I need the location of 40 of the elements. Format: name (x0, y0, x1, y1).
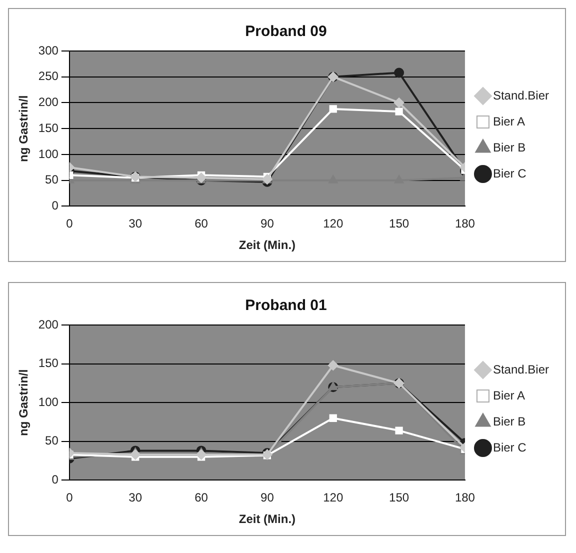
legend-label: Bier A (492, 114, 525, 128)
y-tick-label: 250 (38, 69, 59, 84)
y-tick-label: 300 (38, 43, 59, 58)
legend-label: Bier C (492, 440, 527, 454)
y-tick-label: 50 (45, 172, 59, 187)
x-tick-label: 0 (66, 216, 74, 231)
legend-label: Bier A (492, 388, 525, 402)
legend-label: Stand.Bier (492, 88, 550, 102)
x-axis-title: Zeit (Min.) (238, 238, 296, 252)
legend-label: Bier C (492, 166, 527, 180)
x-tick-label: 90 (260, 216, 274, 231)
y-tick-label: 200 (38, 317, 59, 332)
y-tick-label: 100 (38, 146, 59, 161)
x-tick-label: 90 (260, 490, 274, 505)
y-tick-label: 100 (38, 394, 59, 409)
y-axis-title: ng Gastrin/l (16, 369, 31, 436)
x-tick-label: 30 (128, 216, 142, 231)
y-tick-label: 0 (52, 198, 59, 213)
y-tick-label: 150 (38, 356, 59, 370)
y-tick-label: 0 (52, 472, 59, 487)
y-tick-label: 150 (38, 120, 59, 135)
x-tick-label: 150 (389, 216, 410, 231)
x-tick-label: 30 (128, 490, 142, 505)
legend-label: Bier B (492, 140, 526, 154)
x-tick-label: 180 (454, 490, 476, 505)
x-tick-label: 120 (323, 490, 344, 505)
x-tick-label: 60 (194, 216, 208, 231)
x-tick-label: 60 (194, 490, 208, 505)
x-axis-title: Zeit (Min.) (238, 512, 296, 526)
x-tick-label: 120 (323, 216, 344, 231)
x-tick-label: 150 (389, 490, 410, 505)
x-tick-label: 0 (66, 490, 74, 505)
y-tick-label: 200 (38, 95, 59, 110)
chart-title: Proband 01 (245, 297, 327, 314)
y-axis-title: ng Gastrin/l (16, 95, 31, 162)
legend-label: Bier B (492, 414, 526, 428)
x-tick-label: 180 (454, 216, 476, 231)
y-tick-label: 50 (45, 434, 59, 448)
legend-label: Stand.Bier (492, 362, 550, 376)
chart-title: Proband 09 (245, 23, 327, 40)
